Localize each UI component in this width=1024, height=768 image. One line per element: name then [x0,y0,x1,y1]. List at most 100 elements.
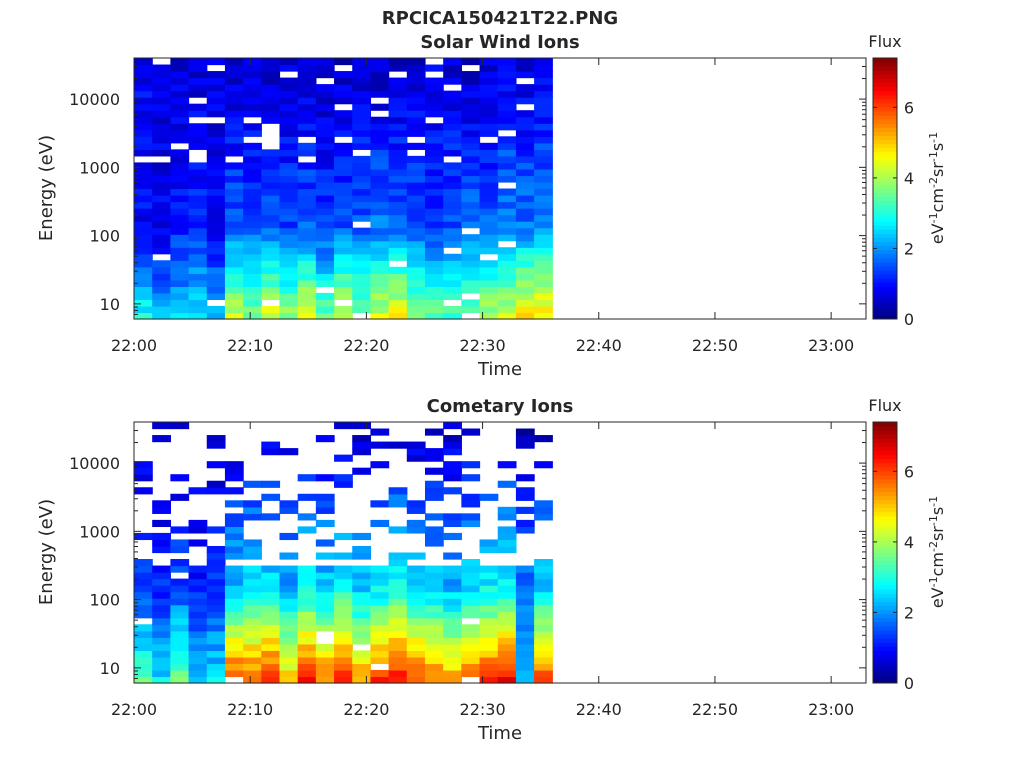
heatmap-cell [279,578,299,586]
heatmap-cell [388,208,408,216]
heatmap-cell [479,676,499,684]
colorbar-segment [873,225,897,230]
heatmap-cell [224,247,244,255]
heatmap-cell [534,676,553,684]
heatmap-cell [388,188,408,196]
heatmap-cell [461,585,481,593]
heatmap-cell [534,663,553,671]
heatmap-cell [152,650,171,658]
heatmap-cell [443,195,462,203]
heatmap-cell [352,448,372,456]
heatmap-cell [297,71,317,79]
heatmap-cell [515,247,535,255]
heatmap-cell [534,286,553,294]
heatmap-cell [479,175,499,183]
heatmap-cell [297,208,317,216]
colorbar-frame [872,57,898,320]
heatmap-cell [170,598,190,606]
heatmap-cell [315,552,335,560]
heatmap-cell [134,195,153,203]
colorbar-title-cometary: Flux [868,396,901,415]
heatmap-cell [206,572,226,580]
heatmap-cell [188,611,208,619]
heatmap-cell [315,221,335,229]
heatmap-cell [388,656,408,665]
colorbar-segment [873,164,897,169]
heatmap-cell [152,103,171,111]
heatmap-cell [315,142,335,150]
heatmap-cell [515,643,535,651]
heatmap-cell [443,208,462,216]
colorbar-segment [873,294,897,300]
heatmap-cell [152,97,171,105]
heatmap-cell [479,650,499,658]
heatmap-cell [297,77,317,85]
heatmap-cell [515,604,535,612]
heatmap-cell [497,253,517,261]
heatmap-cell [170,656,190,665]
colorbar-segment [873,654,897,660]
heatmap-cell [170,585,190,593]
heatmap-cell [224,312,244,320]
heatmap-solar-wind [134,58,553,320]
heatmap-cell [279,669,299,678]
heatmap-cell [134,240,153,248]
heatmap-cell [206,247,226,255]
heatmap-cell [134,142,153,150]
colorbar-segment [873,544,897,549]
heatmap-cell [352,630,372,638]
colorbar-segment [873,491,897,496]
heatmap-cell [388,234,408,242]
heatmap-cell [443,214,462,222]
heatmap-cell [424,565,444,573]
colorbar-segment [873,237,897,243]
heatmap-cell [224,461,244,469]
heatmap-cell [152,90,171,98]
heatmap-cell [170,292,190,301]
heatmap-cell [370,624,390,632]
heatmap-cell [261,292,281,301]
colorbar-segment [873,507,897,513]
heatmap-cell [152,240,171,248]
heatmap-cell [352,162,372,170]
colorbar-segment [873,192,897,198]
heatmap-cell [334,116,353,124]
heatmap-cell [515,474,535,482]
heatmap-cell [443,142,462,150]
heatmap-cell [388,559,408,567]
heatmap-cell [261,565,281,573]
heatmap-cell [370,162,390,170]
heatmap-cell [224,266,244,274]
heatmap-cell [406,617,426,625]
heatmap-cell [515,428,535,436]
heatmap-cell [224,604,244,612]
heatmap-cell [206,175,226,183]
heatmap-cell [461,650,481,658]
heatmap-cell [406,299,426,307]
heatmap-cell [243,585,262,593]
heatmap-cell [534,90,553,98]
heatmap-cell [497,292,517,301]
heatmap-cell [297,493,317,501]
heatmap-cell [424,591,444,599]
heatmap-cell [243,123,262,131]
heatmap-cell [443,591,462,599]
heatmap-cell [497,201,517,209]
heatmap-cell [315,663,335,671]
heatmap-cell [261,175,281,183]
heatmap-cell [170,422,190,430]
heatmap-cell [479,539,499,547]
heatmap-cell [134,630,153,638]
heatmap-cell [388,552,408,560]
heatmap-cell [224,643,244,651]
heatmap-cell [188,279,208,287]
heatmap-cell [134,467,153,475]
heatmap-cell [515,149,535,157]
colorbar-segment [873,479,897,484]
heatmap-cell [352,572,372,580]
heatmap-cell [461,155,481,164]
heatmap-cell [261,266,281,274]
colorbar-segment [873,646,897,651]
x-tick-label: 23:00 [808,336,854,355]
colorbar-segment [873,634,897,639]
